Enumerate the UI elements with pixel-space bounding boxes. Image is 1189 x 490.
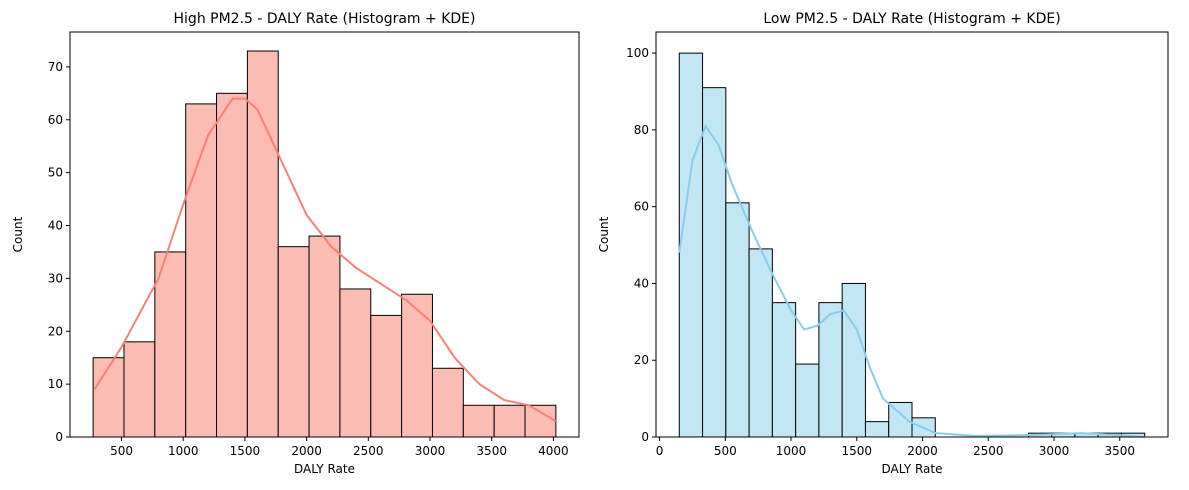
x-tick-label: 2500 <box>353 444 384 458</box>
bar <box>748 248 773 438</box>
chart-title: High PM2.5 - DALY Rate (Histogram + KDE) <box>174 11 476 27</box>
y-tick-label: 0 <box>641 430 649 444</box>
y-tick-label: 70 <box>48 60 63 74</box>
subplot: 500 1000 1500 2000 2500 3000 3500 4000 0 10 20 30 40… <box>11 11 580 476</box>
bar <box>524 404 557 438</box>
x-tick-label: 2500 <box>973 444 1004 458</box>
y-tick-label: 40 <box>634 276 649 290</box>
bar <box>431 367 464 438</box>
bar <box>841 282 866 438</box>
x-tick-label: 3500 <box>476 444 507 458</box>
axes-frame <box>655 31 1169 438</box>
kde-line <box>93 97 557 423</box>
bar <box>818 302 843 438</box>
bar <box>185 103 218 438</box>
bar <box>864 421 890 438</box>
y-tick-label: 80 <box>634 123 649 137</box>
chart-title: Low PM2.5 - DALY Rate (Histogram + KDE) <box>763 11 1060 27</box>
y-tick-label: 40 <box>48 219 63 233</box>
bar <box>771 302 797 438</box>
bar <box>462 404 495 438</box>
x-tick-label: 0 <box>656 444 664 458</box>
y-tick-label: 10 <box>48 377 63 391</box>
x-tick-label: 3500 <box>1104 444 1135 458</box>
x-axis-label: DALY Rate <box>294 462 355 476</box>
bar <box>277 246 310 438</box>
y-tick-label: 60 <box>48 113 63 127</box>
subplot: 0 500 1000 1500 2000 2500 3000 3500 0 20 40 60 80 100… <box>597 11 1169 476</box>
bar <box>308 235 341 438</box>
y-tick-label: 100 <box>626 46 649 60</box>
x-tick-label: 3000 <box>1039 444 1070 458</box>
bar <box>154 251 187 438</box>
y-tick-label: 20 <box>48 324 63 338</box>
x-tick-label: 1500 <box>230 444 261 458</box>
bar <box>92 357 125 438</box>
bar <box>493 404 526 438</box>
y-tick-label: 50 <box>48 166 63 180</box>
bar <box>678 52 704 438</box>
bar <box>339 288 372 438</box>
x-tick-label: 4000 <box>538 444 569 458</box>
x-tick-label: 3000 <box>415 444 446 458</box>
y-axis-label: Count <box>11 216 25 252</box>
axes-frame <box>69 31 580 438</box>
y-tick-label: 30 <box>48 271 63 285</box>
x-tick-label: 500 <box>714 444 737 458</box>
y-tick-label: 20 <box>634 353 649 367</box>
x-tick-label: 500 <box>110 444 133 458</box>
x-tick-label: 1000 <box>776 444 807 458</box>
bar <box>216 92 248 438</box>
bar <box>246 50 279 438</box>
y-axis-label: Count <box>597 216 611 252</box>
kde-line <box>678 123 1145 438</box>
x-tick-label: 2000 <box>291 444 322 458</box>
bar <box>370 314 403 438</box>
x-tick-label: 1500 <box>842 444 873 458</box>
bar <box>123 341 156 438</box>
bar <box>725 202 750 438</box>
bar <box>401 293 433 438</box>
x-tick-label: 1000 <box>168 444 199 458</box>
bar <box>795 363 820 438</box>
y-tick-label: 0 <box>55 430 63 444</box>
x-axis-label: DALY Rate <box>882 462 943 476</box>
y-tick-label: 60 <box>634 200 649 214</box>
x-tick-label: 2000 <box>907 444 938 458</box>
